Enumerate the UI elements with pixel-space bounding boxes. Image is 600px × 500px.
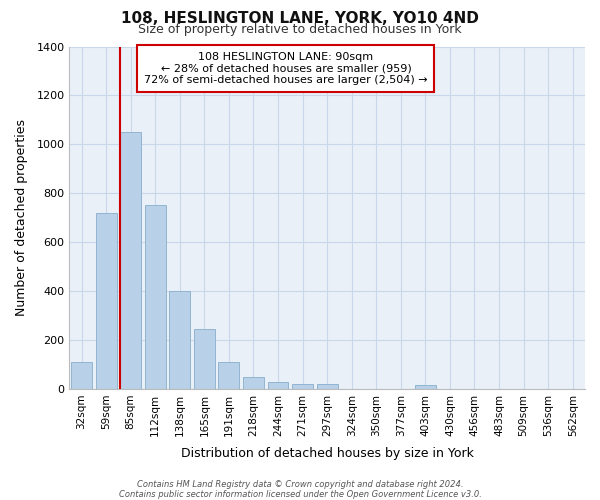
Bar — [71, 362, 92, 389]
Bar — [96, 213, 116, 389]
Text: 108, HESLINGTON LANE, YORK, YO10 4ND: 108, HESLINGTON LANE, YORK, YO10 4ND — [121, 11, 479, 26]
Bar — [194, 329, 215, 389]
Bar — [120, 132, 141, 389]
Bar — [145, 206, 166, 389]
Bar — [415, 386, 436, 389]
Bar — [169, 291, 190, 389]
Y-axis label: Number of detached properties: Number of detached properties — [15, 119, 28, 316]
X-axis label: Distribution of detached houses by size in York: Distribution of detached houses by size … — [181, 447, 473, 460]
Bar — [243, 376, 264, 389]
Text: Contains HM Land Registry data © Crown copyright and database right 2024.
Contai: Contains HM Land Registry data © Crown c… — [119, 480, 481, 499]
Bar — [317, 384, 338, 389]
Bar — [218, 362, 239, 389]
Text: 108 HESLINGTON LANE: 90sqm
← 28% of detached houses are smaller (959)
72% of sem: 108 HESLINGTON LANE: 90sqm ← 28% of deta… — [144, 52, 428, 85]
Bar — [292, 384, 313, 389]
Bar — [268, 382, 289, 389]
Text: Size of property relative to detached houses in York: Size of property relative to detached ho… — [138, 22, 462, 36]
